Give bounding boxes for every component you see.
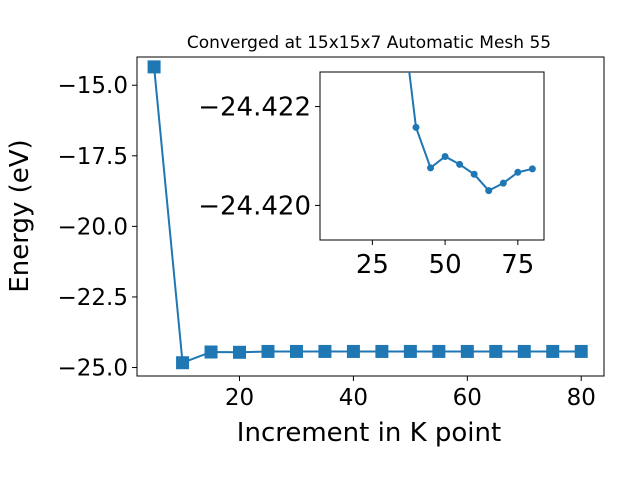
main-x-axis: 20 40 60 80: [225, 376, 596, 411]
data-point: [375, 344, 389, 358]
chart-title: Converged at 15x15x7 Automatic Mesh 55: [187, 33, 551, 53]
series-line: [153, 66, 582, 365]
y-tick-label: −20.0: [58, 214, 128, 240]
data-point: [233, 345, 247, 359]
inset-y-axis: −24.422 −24.420: [198, 93, 320, 221]
data-point: [499, 179, 507, 187]
x-tick-label: 25: [356, 250, 389, 280]
data-point: [514, 168, 522, 176]
x-tick-label: 50: [429, 250, 462, 280]
x-axis-label: Increment in K point: [237, 418, 501, 448]
data-point: [441, 152, 449, 160]
series-line: [408, 72, 533, 192]
data-point: [261, 344, 275, 358]
data-point: [456, 160, 464, 168]
inset-plot: 25 50 75 −24.422 −24.420: [198, 4, 545, 280]
data-point: [427, 164, 435, 172]
y-tick-label: −22.5: [58, 285, 128, 311]
data-point: [289, 344, 303, 358]
main-y-axis: −15.0 −17.5 −20.0 −22.5 −25.0: [58, 73, 137, 382]
y-tick-label: −25.0: [58, 356, 128, 382]
inset-series: [398, 4, 536, 195]
inset-plot-frame: [319, 71, 545, 241]
data-point: [432, 344, 446, 358]
main-series: [147, 60, 588, 370]
data-point: [528, 165, 536, 173]
data-point: [318, 344, 332, 358]
x-tick-label: 20: [225, 385, 254, 411]
y-tick-label: −24.420: [198, 191, 311, 221]
data-point: [489, 344, 503, 358]
x-tick-label: 60: [453, 385, 482, 411]
y-tick-label: −24.422: [198, 93, 311, 123]
data-point: [574, 344, 588, 358]
y-tick-label: −17.5: [58, 144, 128, 170]
data-point: [147, 60, 161, 74]
y-tick-label: −15.0: [58, 73, 128, 99]
y-axis-label: Energy (eV): [5, 139, 35, 292]
x-tick-label: 40: [339, 385, 368, 411]
data-point: [546, 344, 560, 358]
data-point: [398, 4, 405, 11]
data-point: [204, 345, 218, 359]
x-tick-label: 75: [501, 250, 534, 280]
x-tick-label: 80: [567, 385, 596, 411]
inset-x-axis: 25 50 75: [356, 240, 534, 280]
data-point: [412, 123, 420, 131]
data-point: [485, 187, 493, 195]
data-point: [346, 344, 360, 358]
data-point: [470, 170, 478, 178]
data-point: [460, 344, 474, 358]
data-point: [176, 356, 190, 370]
data-point: [517, 344, 531, 358]
data-point: [403, 344, 417, 358]
